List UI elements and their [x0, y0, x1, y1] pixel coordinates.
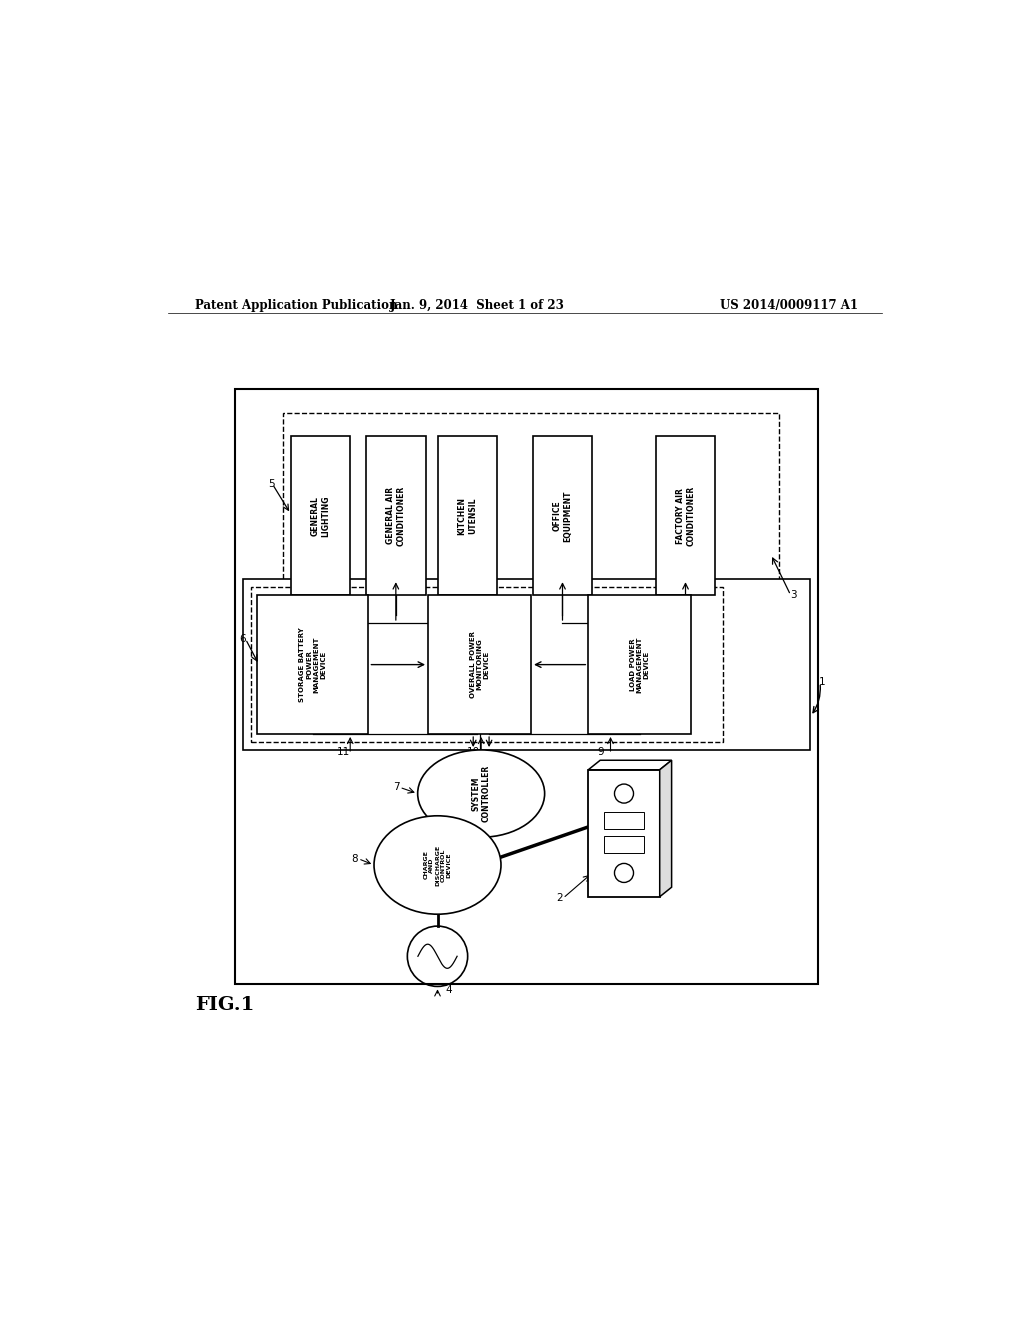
Text: Jan. 9, 2014  Sheet 1 of 23: Jan. 9, 2014 Sheet 1 of 23: [390, 300, 564, 312]
Bar: [257, 595, 369, 734]
Text: 3: 3: [791, 590, 798, 601]
Bar: [532, 437, 592, 595]
Text: FIG.1: FIG.1: [196, 997, 255, 1014]
Text: 10: 10: [467, 747, 479, 756]
Text: STORAGE BATTERY
POWER
MANAGEMENT
DEVICE: STORAGE BATTERY POWER MANAGEMENT DEVICE: [299, 627, 327, 702]
Polygon shape: [588, 760, 672, 770]
Ellipse shape: [374, 816, 501, 915]
Bar: [428, 595, 531, 734]
Text: CHARGE
AND
DISCHARGE
CONTROL
DEVICE: CHARGE AND DISCHARGE CONTROL DEVICE: [423, 845, 452, 886]
Text: 8: 8: [351, 854, 358, 863]
Bar: [236, 389, 818, 983]
Text: 11: 11: [337, 747, 350, 756]
Ellipse shape: [418, 750, 545, 837]
Text: 7: 7: [393, 783, 400, 792]
Bar: [588, 595, 691, 734]
Text: LOAD POWER
MANAGEMENT
DEVICE: LOAD POWER MANAGEMENT DEVICE: [630, 636, 650, 693]
Polygon shape: [659, 760, 672, 896]
Text: SYSTEM
CONTROLLER: SYSTEM CONTROLLER: [471, 766, 490, 822]
Text: 6: 6: [239, 634, 246, 644]
Text: 9: 9: [598, 747, 604, 756]
Text: US 2014/0009117 A1: US 2014/0009117 A1: [720, 300, 858, 312]
Bar: [251, 587, 723, 742]
Bar: [367, 437, 426, 595]
Bar: [243, 579, 811, 750]
Bar: [604, 812, 644, 829]
Bar: [604, 836, 644, 853]
Bar: [588, 770, 659, 896]
Text: KITCHEN
UTENSIL: KITCHEN UTENSIL: [458, 496, 477, 535]
Bar: [655, 437, 715, 595]
Bar: [437, 437, 497, 595]
Text: Patent Application Publication: Patent Application Publication: [196, 300, 398, 312]
Text: FACTORY AIR
CONDITIONER: FACTORY AIR CONDITIONER: [676, 486, 695, 546]
Text: 2: 2: [556, 894, 563, 903]
Bar: [291, 437, 350, 595]
Text: 4: 4: [445, 985, 452, 994]
Bar: [283, 413, 778, 615]
Text: GENERAL
LIGHTING: GENERAL LIGHTING: [310, 495, 330, 536]
Text: OVERALL POWER
MONITORING
DEVICE: OVERALL POWER MONITORING DEVICE: [470, 631, 489, 698]
Text: 1: 1: [818, 677, 825, 688]
Text: GENERAL AIR
CONDITIONER: GENERAL AIR CONDITIONER: [386, 486, 406, 546]
Text: 5: 5: [268, 479, 274, 490]
Text: OFFICE
EQUIPMENT: OFFICE EQUIPMENT: [553, 490, 572, 541]
